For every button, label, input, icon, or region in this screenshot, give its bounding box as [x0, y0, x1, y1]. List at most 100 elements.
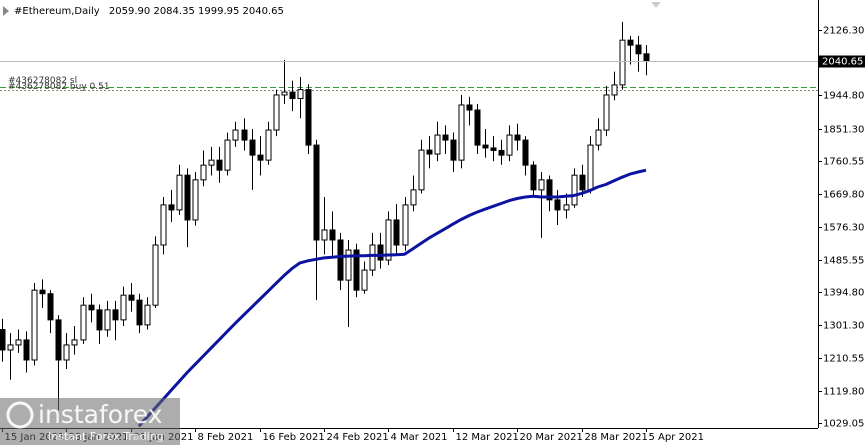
y-tick-label: 1851.30: [823, 125, 864, 136]
bull-body: [265, 129, 272, 161]
bear-body: [257, 154, 264, 161]
bull-body: [538, 179, 545, 191]
current-price-box: [819, 55, 865, 68]
low-label: 1999.95: [198, 6, 239, 17]
x-tick-label: 12 Mar 2021: [456, 432, 519, 443]
bull-body: [80, 304, 87, 341]
bull-body: [321, 229, 328, 241]
bear-body: [88, 304, 95, 311]
bull-body: [63, 344, 70, 361]
y-tick-label: 1394.80: [823, 288, 864, 299]
bear-body: [289, 91, 296, 100]
bull-body: [232, 129, 239, 141]
bull-body: [15, 339, 22, 346]
bull-body: [595, 129, 602, 146]
x-tick-label: 16 Feb 2021: [263, 432, 325, 443]
bull-body: [410, 189, 417, 206]
bear-body: [249, 139, 256, 156]
x-tick-label: 28 Mar 2021: [585, 432, 648, 443]
bull-body: [273, 94, 280, 131]
y-tick-label: 1301.30: [823, 321, 864, 332]
bull-body: [144, 304, 151, 326]
close-label: 2040.65: [243, 6, 284, 17]
bear-body: [466, 104, 473, 111]
bull-body: [506, 134, 513, 156]
bear-body: [0, 329, 6, 351]
bull-body: [369, 244, 376, 271]
order-label: #436278082 sl: [8, 76, 77, 86]
bear-body: [353, 249, 360, 291]
bull-body: [7, 344, 14, 351]
header-icon: [3, 6, 9, 16]
bear-body: [635, 44, 642, 55]
bull-body: [176, 174, 183, 211]
bear-body: [643, 53, 650, 62]
bear-body: [136, 299, 143, 326]
order-label: #436278082 buy 0.51: [8, 82, 110, 92]
bear-body: [47, 293, 54, 321]
bear-body: [329, 229, 336, 241]
bear-body: [313, 144, 320, 241]
bull-body: [160, 204, 167, 246]
bull-body: [224, 139, 231, 171]
x-tick-label: 4 Mar 2021: [391, 432, 448, 443]
open-label: 2059.90: [109, 6, 150, 17]
bear-body: [426, 149, 433, 155]
bull-body: [104, 309, 111, 331]
bear-body: [522, 139, 529, 166]
y-tick-label: 1119.80: [823, 387, 864, 398]
x-tick-label: 24 Feb 2021: [327, 432, 389, 443]
chart-header: #Ethereum,Daily 2059.90 2084.35 1999.95 …: [14, 6, 284, 17]
bear-body: [530, 164, 537, 191]
y-tick-label: 1944.80: [823, 91, 864, 102]
shift-marker: [651, 2, 661, 8]
bear-body: [216, 159, 223, 171]
watermark-brand: instaforex: [38, 400, 163, 429]
bull-body: [587, 144, 594, 191]
bull-body: [281, 91, 288, 96]
bear-body: [184, 174, 191, 221]
x-tick-label: 20 Mar 2021: [520, 432, 583, 443]
y-tick-label: 1029.05: [823, 419, 864, 430]
bull-body: [208, 159, 215, 166]
bear-body: [579, 174, 586, 191]
bull-body: [402, 204, 409, 246]
y-tick-label: 1576.30: [823, 223, 864, 234]
y-tick-label: 1760.55: [823, 157, 864, 168]
bull-body: [418, 149, 425, 191]
bear-body: [482, 144, 489, 149]
x-tick-label: 5 Apr 2021: [649, 432, 704, 443]
bull-body: [571, 174, 578, 206]
bear-body: [23, 339, 30, 361]
bull-body: [563, 204, 570, 211]
y-tick-label: 1669.80: [823, 190, 864, 201]
bull-body: [120, 294, 127, 321]
bear-body: [554, 199, 561, 211]
y-tick-label: 1485.55: [823, 256, 864, 267]
bear-body: [96, 309, 103, 331]
symbol: #Ethereum,Daily: [14, 6, 100, 17]
bull-body: [361, 269, 368, 291]
bear-body: [514, 134, 521, 141]
bear-body: [450, 139, 457, 161]
bull-body: [31, 289, 38, 361]
moving-average: [137, 168, 647, 428]
bear-body: [377, 244, 384, 261]
plot-area: #436278082 sl#436278082 buy 0.51: [0, 21, 818, 428]
bear-body: [55, 319, 62, 361]
bull-body: [458, 104, 465, 161]
bull-body: [200, 164, 207, 181]
bear-body: [39, 289, 46, 295]
bear-body: [305, 89, 312, 146]
bear-body: [168, 204, 175, 211]
bull-body: [345, 249, 352, 281]
bull-body: [192, 179, 199, 221]
high-label: 2084.35: [153, 6, 194, 17]
bull-body: [297, 89, 304, 100]
bull-body: [619, 39, 626, 86]
current-price-label: 2040.65: [822, 57, 863, 68]
bear-body: [393, 219, 400, 246]
